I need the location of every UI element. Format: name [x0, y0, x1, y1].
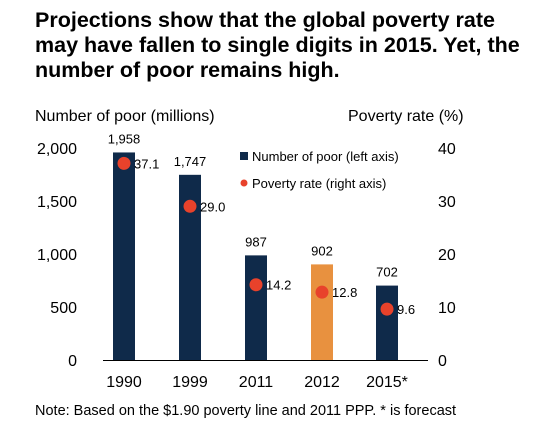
category-label: 1999	[172, 374, 208, 391]
legend-dot-swatch	[240, 179, 248, 187]
category-label: 2012	[304, 374, 340, 391]
right-axis-title: Poverty rate (%)	[348, 108, 464, 125]
poverty-rate-label: 37.1	[134, 156, 159, 171]
left-axis-tick-label: 1,500	[37, 194, 77, 211]
legend-dot-label: Poverty rate (right axis)	[252, 176, 386, 191]
left-axis-tick-label: 0	[68, 353, 77, 370]
poverty-rate-label: 29.0	[200, 199, 225, 214]
right-axis-tick-label: 10	[438, 300, 456, 317]
left-axis-tick-label: 1,000	[37, 247, 77, 264]
left-axis-title: Number of poor (millions)	[35, 108, 215, 125]
right-axis-tick-label: 20	[438, 247, 456, 264]
right-axis-tick-label: 40	[438, 141, 456, 158]
poverty-rate-point	[380, 302, 394, 316]
category-label: 2011	[239, 374, 274, 391]
category-label: 2015*	[366, 374, 408, 391]
poverty-rate-point	[315, 285, 329, 299]
bar-value-label: 1,747	[174, 154, 207, 169]
poverty-rate-point	[249, 278, 263, 292]
bar-1990	[113, 152, 135, 360]
chart-title: Projections show that the global poverty…	[35, 8, 520, 82]
right-axis-tick-label: 0	[438, 353, 447, 370]
poverty-rate-label: 12.8	[332, 285, 357, 300]
category-label: 1990	[106, 374, 142, 391]
bar-value-label: 1,958	[108, 131, 141, 146]
poverty-rate-point	[183, 199, 197, 213]
poverty-rate-label: 9.6	[397, 302, 415, 317]
bar-value-label: 902	[311, 243, 333, 258]
poverty-rate-label: 14.2	[266, 278, 291, 293]
left-axis-tick-label: 500	[50, 300, 77, 317]
legend-bar-swatch	[240, 152, 248, 160]
chart-note: Note: Based on the $1.90 poverty line an…	[35, 403, 457, 419]
bar-value-label: 702	[376, 265, 398, 280]
bar-1999	[179, 174, 201, 360]
legend-bar-label: Number of poor (left axis)	[252, 149, 399, 164]
bar-2011	[245, 255, 267, 360]
bar-value-label: 987	[245, 234, 267, 249]
bar-2012	[311, 264, 333, 360]
right-axis-tick-label: 30	[438, 194, 456, 211]
poverty-rate-point	[117, 156, 131, 170]
bar-2015-forecast	[376, 285, 398, 360]
left-axis-tick-label: 2,000	[37, 141, 77, 158]
